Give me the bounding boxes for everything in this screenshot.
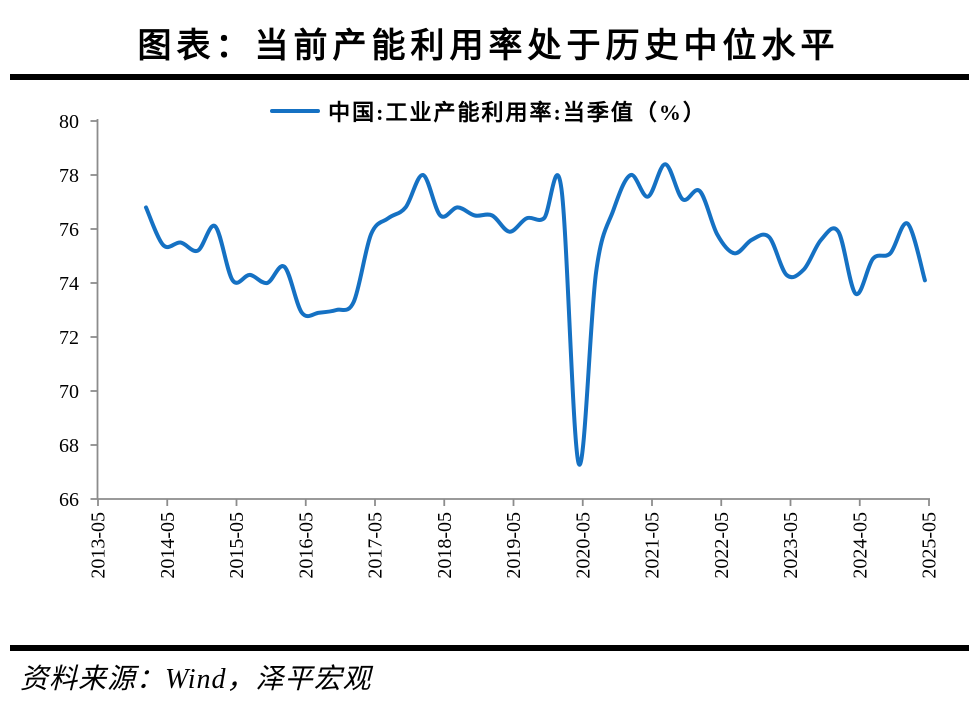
top-divider [10, 74, 969, 80]
x-tick-label: 2018-05 [434, 512, 456, 579]
legend: 中国:工业产能利用率:当季值（%） [0, 96, 977, 126]
x-tick-label: 2020-05 [572, 512, 594, 579]
x-tick-label: 2021-05 [642, 512, 664, 579]
x-tick-label: 2025-05 [919, 512, 941, 579]
x-tick-label: 2013-05 [88, 512, 110, 579]
x-tick-label: 2014-05 [157, 512, 179, 579]
x-tick-label: 2019-05 [503, 512, 525, 579]
y-tick-label: 76 [59, 219, 79, 241]
y-tick-label: 74 [59, 273, 79, 295]
x-tick-label: 2022-05 [711, 512, 733, 579]
y-tick-label: 78 [59, 165, 79, 187]
x-tick-label: 2017-05 [365, 512, 387, 579]
chart-title: 图表：当前产能利用率处于历史中位水平 [137, 28, 840, 65]
y-tick-label: 70 [59, 381, 79, 403]
legend-line-swatch [270, 109, 321, 113]
source-note: 资料来源：Wind，泽平宏观 [20, 664, 372, 695]
bottom-divider [10, 645, 969, 651]
y-tick-label: 72 [59, 327, 79, 349]
y-tick-label: 80 [59, 111, 79, 133]
x-tick-label: 2016-05 [295, 512, 317, 579]
x-tick-label: 2023-05 [780, 512, 802, 579]
capacity-utilization-line [144, 162, 927, 467]
x-tick-label: 2015-05 [226, 512, 248, 579]
y-tick-label: 68 [59, 435, 79, 457]
legend-label: 中国:工业产能利用率:当季值（%） [328, 100, 707, 125]
x-tick-label: 2024-05 [849, 512, 871, 579]
y-tick-label: 66 [59, 489, 79, 511]
